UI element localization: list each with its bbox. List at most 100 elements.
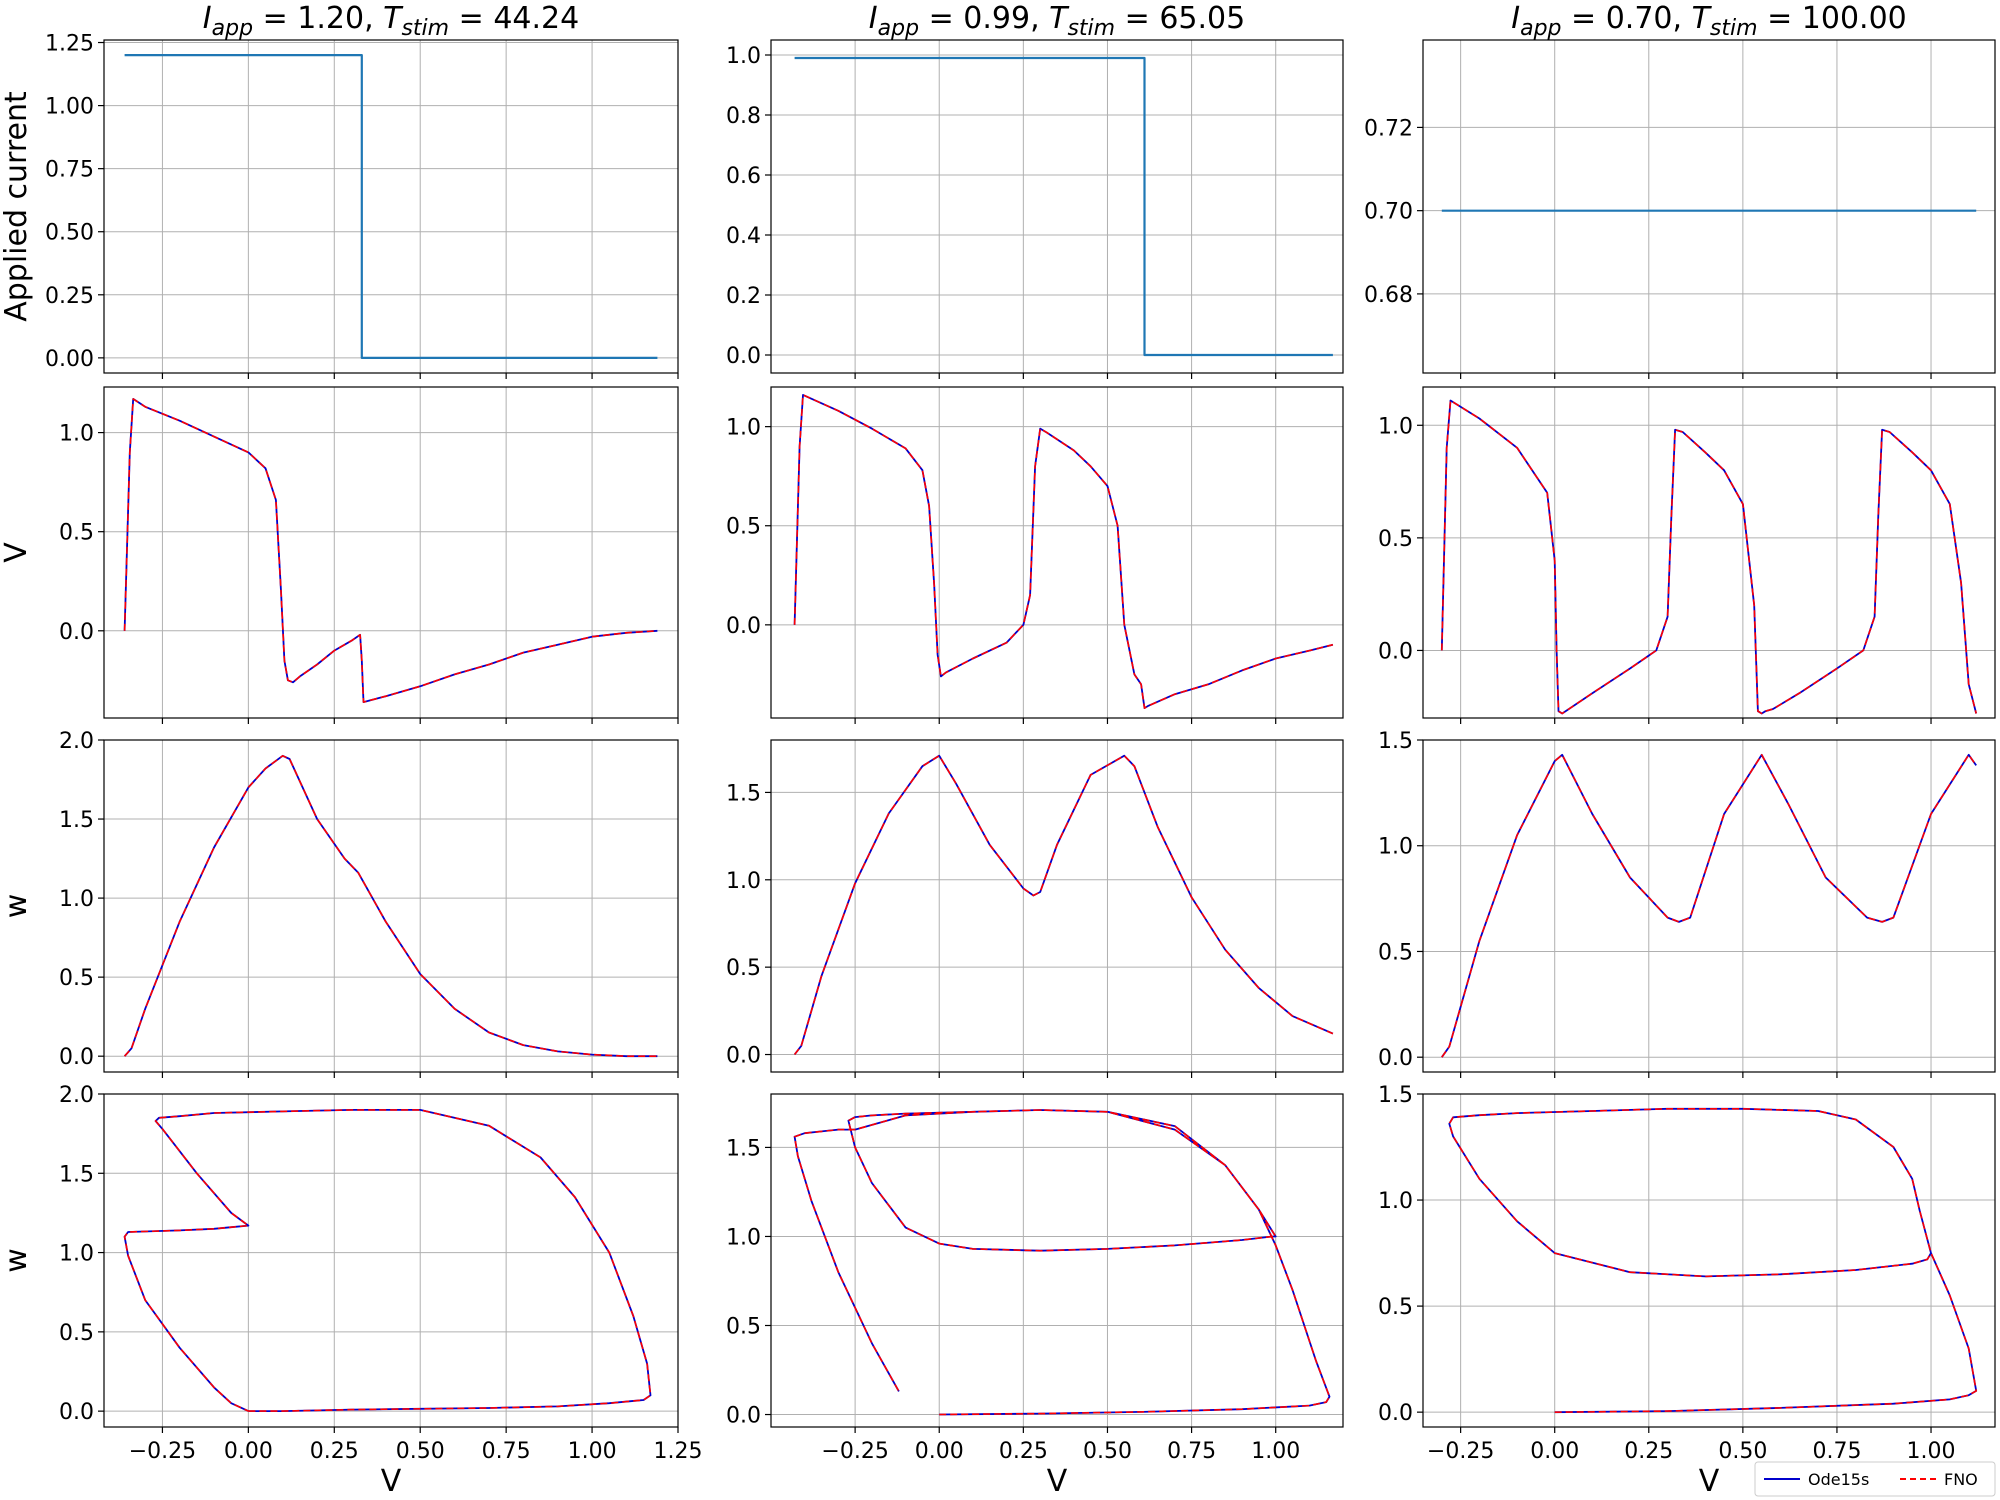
y-tick-label: 0.5 (1378, 1295, 1413, 1320)
panel-c1r4: 0.00.51.01.52.0−0.25 0.00 0.25 0.50 0.75 1.00… (0, 1083, 702, 1499)
plot-area (1423, 1094, 1995, 1427)
panel-c1r2: 0.0 0.5 1.0 V (0, 387, 678, 724)
plot-area (771, 1094, 1343, 1427)
plot-area (1423, 387, 1995, 718)
x-tick-label: 1.25 (654, 1439, 703, 1464)
y-tick-label: 0.0 (726, 614, 761, 639)
y-tick-label: 0.0 (726, 344, 761, 369)
y-tick-label: 0.5 (726, 956, 761, 981)
y-tick-label: 1.0 (1378, 414, 1413, 439)
y-tick-label: 2.0 (59, 1083, 94, 1108)
panel-c3r3: 0.0 0.5 1.0 1.5 (1378, 729, 1995, 1078)
y-tick-label: 1.25 (45, 32, 94, 57)
plot-area (771, 387, 1343, 718)
panel-c1r1: 0.00 0.25 0.50 0.75 1.00 1.25 Iapp = 1.20, Tst… (0, 1, 678, 379)
y-tick-label: 0.5 (726, 1314, 761, 1339)
y-tick-label: 0.6 (726, 164, 761, 189)
y-axis-label: w (0, 894, 34, 919)
y-tick-label: 1.5 (726, 1136, 761, 1161)
y-tick-label: 1.0 (726, 416, 761, 441)
y-tick-label: 0.5 (59, 966, 94, 991)
y-axis-label: V (0, 542, 34, 563)
x-tick-label: 0.00 (915, 1439, 964, 1464)
panel-c2r1: 0.0 0.2 0.4 0.6 0.8 1.0 Iapp = 0.99, Tstim = 6… (726, 1, 1343, 379)
x-tick-label: 0.00 (1530, 1439, 1579, 1464)
y-tick-label: 1.5 (59, 808, 94, 833)
x-tick-label: 1.00 (568, 1439, 617, 1464)
y-tick-label: 0.50 (45, 221, 94, 246)
panel-c2r4: 0.0 0.5 1.0 1.5 −0.25 0.00 0.25 0.50 0.75 1.00 V (726, 1094, 1343, 1499)
y-tick-label: 1.0 (59, 1242, 94, 1267)
y-tick-label: 0.0 (1378, 1046, 1413, 1071)
panel-c3r2: 0.0 0.5 1.0 (1378, 387, 1995, 724)
x-tick-label: 0.25 (999, 1439, 1048, 1464)
x-tick-label: 0.25 (1624, 1439, 1673, 1464)
y-tick-label: 0.5 (59, 1321, 94, 1346)
y-tick-label: 0.0 (1378, 639, 1413, 664)
y-tick-label: 0.0 (1378, 1401, 1413, 1426)
legend-label-ode15s: Ode15s (1808, 1470, 1869, 1489)
x-tick-label: −0.25 (1427, 1439, 1494, 1464)
y-tick-label: 0.5 (59, 521, 94, 546)
y-tick-label: 1.5 (59, 1162, 94, 1187)
y-tick-label: 0.5 (726, 515, 761, 540)
x-tick-label: 0.75 (1167, 1439, 1216, 1464)
y-tick-label: 0.75 (45, 158, 94, 183)
y-tick-label: 0.00 (45, 347, 94, 372)
x-tick-label: 0.50 (1083, 1439, 1132, 1464)
x-tick-label: −0.25 (821, 1439, 888, 1464)
y-tick-label: 0.8 (726, 104, 761, 129)
y-tick-label: 0.68 (1364, 283, 1413, 308)
y-tick-label: 1.0 (1378, 1189, 1413, 1214)
y-tick-label: 0.72 (1364, 116, 1413, 141)
y-tick-label: 0.4 (726, 224, 761, 249)
y-tick-label: 0.0 (726, 1044, 761, 1069)
y-tick-label: 0.70 (1364, 200, 1413, 225)
y-tick-label: 2.0 (59, 729, 94, 754)
y-tick-label: 1.0 (726, 44, 761, 69)
x-axis-label: V (381, 1464, 402, 1499)
x-tick-label: 0.75 (1812, 1439, 1861, 1464)
panel-c3r1: 0.68 0.70 0.72 Iapp = 0.70, Tstim = 100.00 (1364, 1, 1995, 379)
y-tick-label: 0.2 (726, 284, 761, 309)
y-tick-label: 0.0 (59, 620, 94, 645)
x-axis-label: V (1047, 1464, 1068, 1499)
x-tick-label: 0.75 (482, 1439, 531, 1464)
plot-area (1423, 40, 1995, 373)
x-tick-label: 0.50 (1718, 1439, 1767, 1464)
plot-area (771, 40, 1343, 373)
panel-c2r2: 0.0 0.5 1.0 (726, 387, 1343, 724)
y-tick-label: 0.0 (726, 1404, 761, 1429)
y-tick-label: 1.5 (1378, 729, 1413, 754)
y-axis-label: w (0, 1248, 34, 1273)
y-tick-label: 0.5 (1378, 527, 1413, 552)
x-tick-label: 0.25 (310, 1439, 359, 1464)
panel-title: Iapp = 0.99, Tstim = 65.05 (869, 1, 1245, 41)
panel-title: Iapp = 0.70, Tstim = 100.00 (1511, 1, 1907, 41)
x-axis-label: V (1699, 1464, 1720, 1499)
y-tick-label: 1.0 (1378, 835, 1413, 860)
x-tick-label: 0.50 (396, 1439, 445, 1464)
x-tick-label: 1.00 (1251, 1439, 1300, 1464)
legend-label-fno: FNO (1944, 1470, 1978, 1489)
plot-area (1423, 740, 1995, 1072)
legend: Ode15s FNO (1755, 1462, 1995, 1496)
y-tick-label: 0.0 (59, 1045, 94, 1070)
x-tick-label: 1.00 (1907, 1439, 1956, 1464)
y-tick-label: 1.5 (726, 781, 761, 806)
panel-c2r3: 0.0 0.5 1.0 1.5 (726, 740, 1343, 1078)
y-tick-label: 0.25 (45, 284, 94, 309)
y-tick-label: 1.0 (726, 869, 761, 894)
y-tick-label: 1.0 (726, 1225, 761, 1250)
plot-area (771, 740, 1343, 1072)
x-tick-label: −0.25 (129, 1439, 196, 1464)
y-tick-label: 0.5 (1378, 940, 1413, 965)
y-tick-label: 1.00 (45, 95, 94, 120)
panel-c3r4: 0.0 0.5 1.0 1.5 −0.25 0.00 0.25 0.50 0.75 1.00 V (1378, 1083, 1995, 1499)
x-tick-label: 0.00 (224, 1439, 273, 1464)
panel-c1r3: 0.00.51.01.52.0w (0, 729, 678, 1078)
panel-title: Iapp = 1.20, Tstim = 44.24 (203, 1, 579, 41)
y-tick-label: 1.5 (1378, 1083, 1413, 1108)
